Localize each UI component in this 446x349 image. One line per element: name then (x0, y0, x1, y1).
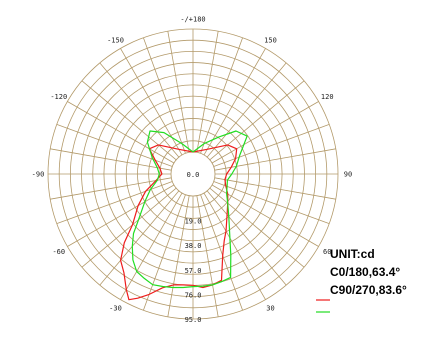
angle-tick-label: 30 (266, 305, 274, 313)
ring-value-label: 57.0 (185, 267, 202, 275)
grid-spoke (167, 195, 190, 317)
angle-tick-label: 60 (323, 248, 331, 256)
angle-tick-label: -150 (107, 36, 124, 44)
grid-spoke (56, 181, 173, 224)
grid-spoke (67, 184, 175, 247)
angle-tick-label: 150 (264, 36, 277, 44)
grid-spoke (209, 80, 305, 161)
grid-spoke (143, 37, 186, 154)
grid-spoke (81, 80, 177, 161)
unit-label: UNIT:cd (330, 247, 375, 261)
legend-entry-c0: C0/180,63.4° (330, 265, 400, 279)
grid-spoke (211, 101, 319, 164)
ring-value-label: 19.0 (185, 218, 202, 226)
angle-tick-label: -120 (50, 93, 67, 101)
grid-spoke (200, 194, 243, 311)
grid-spoke (196, 31, 219, 153)
angle-tick-label: 90 (344, 171, 352, 179)
grid-spoke (214, 177, 336, 200)
grid-spoke (213, 181, 330, 224)
series-line-1 (131, 130, 248, 289)
grid-spoke (99, 190, 180, 286)
grid-spoke (196, 195, 219, 317)
legend: UNIT:cd C0/180,63.4° C90/270,83.6° (316, 247, 407, 313)
grid-spoke (120, 192, 183, 300)
angle-tick-label: 120 (321, 93, 334, 101)
grid-spoke (99, 62, 180, 158)
grid-spoke (203, 192, 266, 300)
grid-spoke (167, 31, 190, 153)
grid-spoke (203, 48, 266, 156)
grid-spoke (143, 194, 186, 311)
grid-spoke (206, 62, 287, 158)
series-lines (120, 130, 248, 301)
grid-spoke (214, 148, 336, 171)
series-line-0 (120, 144, 238, 301)
polar-grid (47, 28, 339, 320)
angle-tick-label: -30 (109, 305, 122, 313)
legend-entry-c90: C90/270,83.6° (330, 283, 407, 297)
grid-spoke (206, 190, 287, 286)
grid-spoke (81, 187, 177, 268)
grid-spoke (213, 124, 330, 167)
ring-value-label: 76.0 (185, 291, 202, 299)
ring-value-label: 95.0 (185, 316, 202, 324)
grid-spoke (50, 177, 172, 200)
angle-tick-label: -/+180 (180, 16, 205, 24)
grid-spoke (67, 101, 175, 164)
angle-tick-label: -90 (32, 171, 45, 179)
grid-spoke (211, 184, 319, 247)
angle-tick-label: -60 (52, 248, 65, 256)
grid-spoke (209, 187, 305, 268)
angle-labels: -/+180 150 -150 120 -120 90 -90 60 -60 30 -30 (32, 16, 353, 313)
grid-spoke (50, 148, 172, 171)
ring-value-label: 38.0 (185, 242, 202, 250)
ring-labels: 0.0 19.0 38.0 57.0 76.0 95.0 (185, 171, 202, 324)
grid-spoke (200, 37, 243, 154)
ring-value-label: 0.0 (187, 171, 200, 179)
